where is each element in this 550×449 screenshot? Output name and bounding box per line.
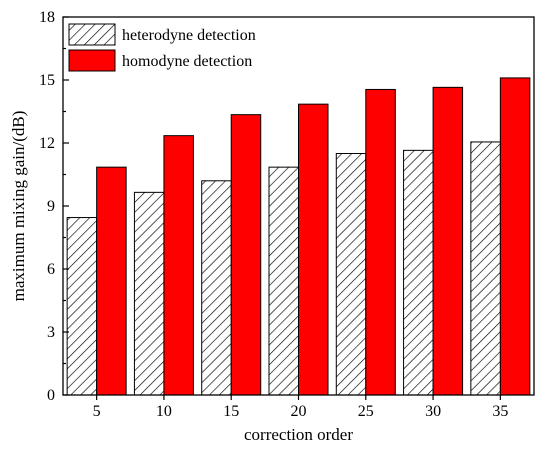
heterodyne-bar-10	[133, 191, 165, 396]
homodyne-bar-15	[230, 114, 262, 396]
legend-swatch-heterodyne	[68, 23, 116, 46]
heterodyne-bar-20	[268, 166, 299, 396]
y-tick-label-3: 3	[47, 324, 55, 341]
y-tick-label-6: 6	[47, 261, 55, 278]
homodyne-bar-10	[163, 135, 194, 396]
y-axis-title: maximum mixing gain/(dB)	[9, 111, 28, 302]
legend-label-heterodyne: heterodyne detection	[122, 27, 256, 44]
y-tick-label-18: 18	[39, 9, 55, 26]
x-tick-label-30: 30	[425, 403, 441, 420]
x-axis-title: correction order	[244, 425, 353, 444]
y-tick-label-15: 15	[39, 72, 55, 89]
y-tick-label-0: 0	[47, 387, 55, 404]
homodyne-bar-5	[96, 166, 127, 396]
x-tick-label-25: 25	[358, 403, 374, 420]
homodyne-bar-35	[499, 77, 531, 396]
x-tick-label-5: 5	[93, 403, 101, 420]
ticks-group: 5 10 15 20 25 30 35 0 3 6 9 12 15 18	[39, 9, 508, 420]
x-tick-label-20: 20	[291, 403, 307, 420]
heterodyne-bar-15	[201, 180, 232, 396]
x-tick-label-15: 15	[223, 403, 239, 420]
homodyne-bar-30	[432, 86, 464, 396]
heterodyne-bar-30	[403, 149, 434, 396]
heterodyne-bar-25	[335, 153, 367, 396]
y-tick-label-9: 9	[47, 198, 55, 215]
bars-group	[66, 77, 531, 396]
heterodyne-bar-35	[470, 141, 501, 396]
legend: heterodyne detection homodyne detection	[68, 23, 256, 72]
homodyne-bar-20	[298, 103, 329, 396]
y-tick-label-12: 12	[39, 135, 55, 152]
x-tick-label-10: 10	[156, 403, 172, 420]
x-tick-label-35: 35	[492, 403, 508, 420]
legend-swatch-homodyne	[68, 49, 116, 72]
homodyne-bar-25	[365, 88, 396, 396]
legend-label-homodyne: homodyne detection	[122, 53, 252, 70]
heterodyne-bar-5	[66, 217, 98, 396]
